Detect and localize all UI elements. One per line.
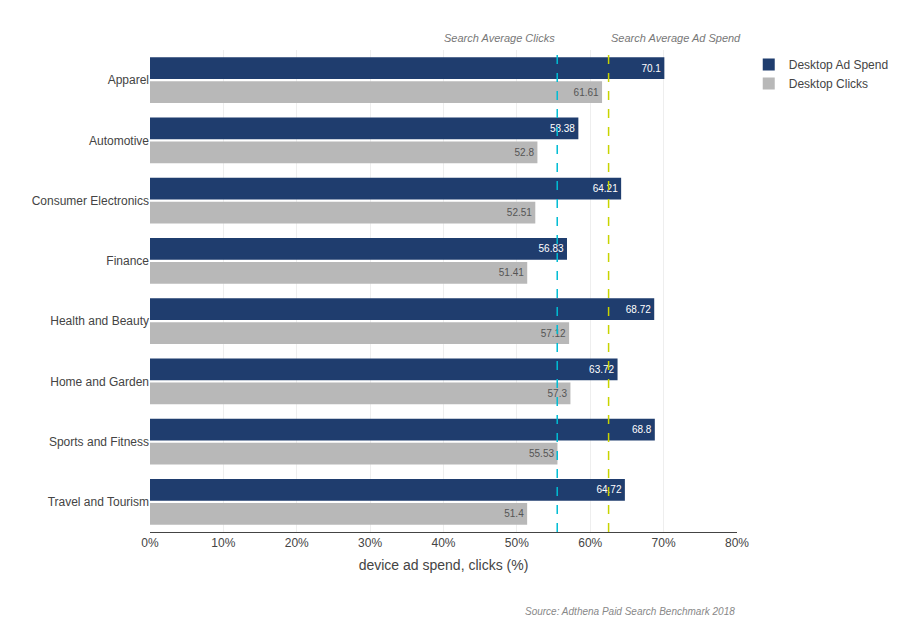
svg-text:68.72: 68.72 [626,304,651,315]
svg-text:51.4: 51.4 [504,508,524,519]
svg-text:device ad spend, clicks (%): device ad spend, clicks (%) [359,557,529,573]
svg-text:Travel and Tourism: Travel and Tourism [48,495,149,509]
svg-text:56.83: 56.83 [539,243,564,254]
svg-text:Automotive: Automotive [89,134,149,148]
svg-text:58.38: 58.38 [550,123,575,134]
svg-text:63.72: 63.72 [589,364,614,375]
svg-text:60%: 60% [578,536,602,550]
svg-text:50%: 50% [505,536,529,550]
svg-text:Finance: Finance [106,254,149,268]
svg-text:0%: 0% [141,536,159,550]
svg-text:64.72: 64.72 [596,484,621,495]
svg-text:68.8: 68.8 [632,424,652,435]
svg-text:57.3: 57.3 [548,388,568,399]
svg-text:55.53: 55.53 [529,448,554,459]
svg-text:52.51: 52.51 [507,207,532,218]
svg-text:Health and Beauty: Health and Beauty [50,314,149,328]
svg-text:Search Average Ad Spend: Search Average Ad Spend [611,32,741,44]
svg-text:40%: 40% [431,536,455,550]
svg-text:Desktop Ad Spend: Desktop Ad Spend [789,58,888,72]
svg-text:30%: 30% [358,536,382,550]
svg-text:10%: 10% [211,536,235,550]
svg-text:57.12: 57.12 [541,328,566,339]
svg-text:61.61: 61.61 [574,87,599,98]
svg-text:70.1: 70.1 [641,63,661,74]
svg-text:Search Average Clicks: Search Average Clicks [444,32,555,44]
svg-text:Apparel: Apparel [108,73,149,87]
svg-text:52.8: 52.8 [515,147,535,158]
svg-text:Desktop Clicks: Desktop Clicks [789,77,868,91]
svg-text:70%: 70% [652,536,676,550]
svg-text:20%: 20% [285,536,309,550]
svg-text:64.21: 64.21 [593,183,618,194]
svg-text:Home and Garden: Home and Garden [50,375,149,389]
svg-text:Source: Adthena Paid Search Be: Source: Adthena Paid Search Benchmark 20… [525,606,735,617]
svg-text:51.41: 51.41 [499,267,524,278]
svg-text:Sports and Fitness: Sports and Fitness [49,435,149,449]
svg-text:80%: 80% [725,536,749,550]
svg-text:Consumer Electronics: Consumer Electronics [32,194,149,208]
